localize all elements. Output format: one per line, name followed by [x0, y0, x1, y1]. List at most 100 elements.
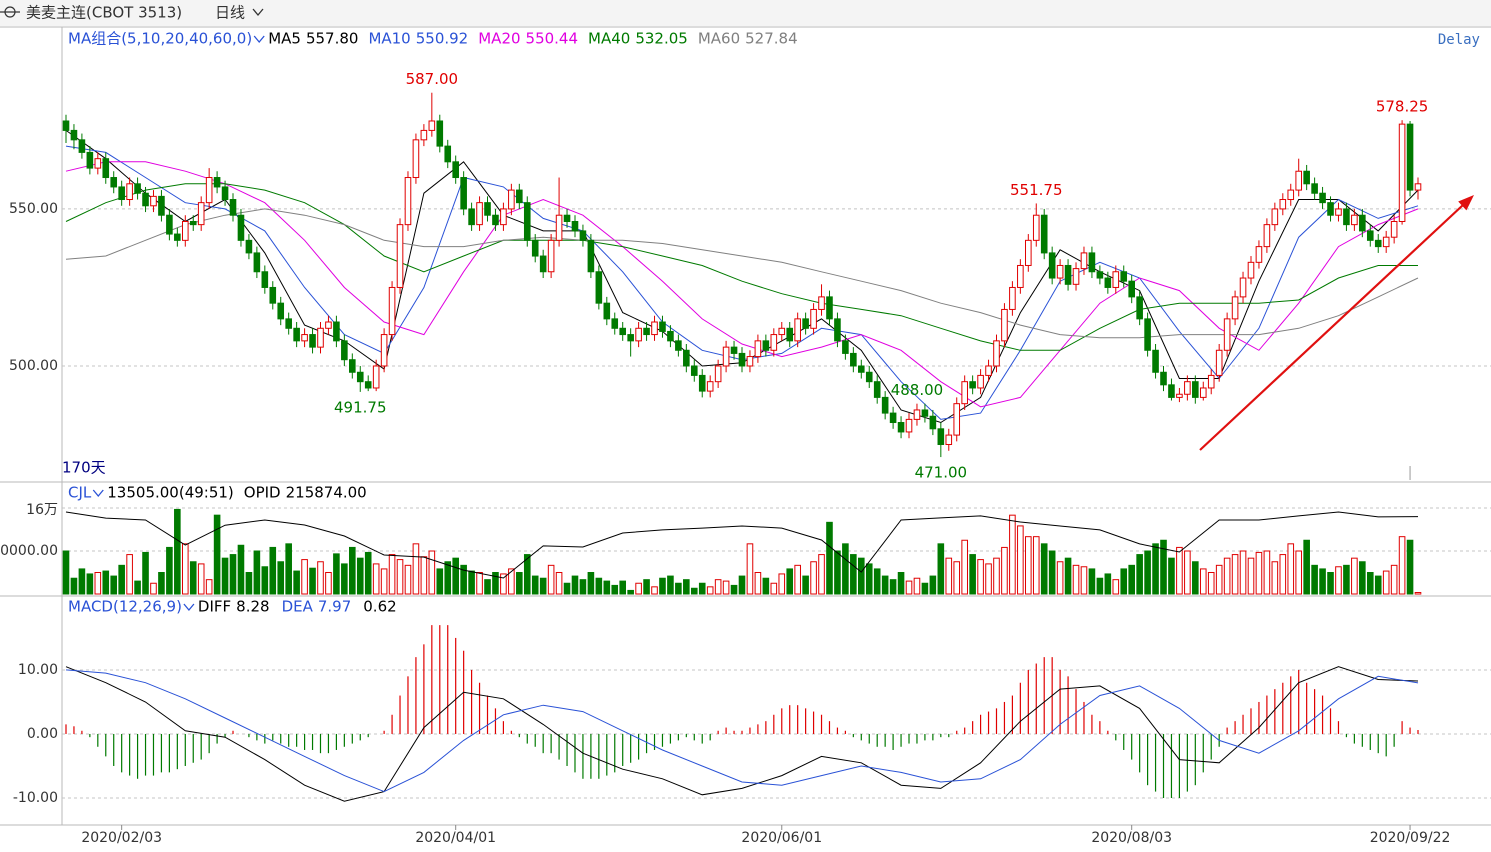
- candle-body: [1319, 192, 1326, 204]
- candle-body: [468, 208, 475, 226]
- candle-body: [651, 321, 658, 336]
- instrument-title: 美麦主连(CBOT 3513): [26, 4, 182, 22]
- volume-bar: [881, 575, 889, 595]
- volume-bar: [738, 575, 746, 595]
- candle-body: [1215, 349, 1223, 376]
- ma-line: [65, 183, 1418, 351]
- volume-bar: [166, 546, 173, 595]
- volume-bar: [1406, 539, 1414, 595]
- candle-body: [643, 327, 650, 336]
- candle-body: [1080, 252, 1088, 270]
- candle-body: [539, 255, 547, 273]
- candle-body: [317, 327, 324, 348]
- volume-bar: [412, 543, 420, 595]
- candle-body: [881, 396, 889, 414]
- volume-bar: [794, 564, 801, 595]
- candle-body: [762, 340, 770, 351]
- legend-value: 557.80: [306, 30, 359, 48]
- candle-body: [1152, 349, 1159, 373]
- candle-body: [205, 177, 213, 204]
- candle-body: [579, 230, 587, 241]
- candle-body: [1295, 170, 1303, 191]
- candle-body: [1351, 214, 1358, 226]
- collapse-icon[interactable]: [0, 6, 20, 18]
- candle-body: [985, 365, 992, 376]
- volume-bar: [428, 550, 436, 595]
- indicator-name[interactable]: MA组合(5,10,20,40,60,0): [68, 30, 252, 48]
- y-tick-label: 16万: [26, 502, 58, 518]
- dropdown-chevron[interactable]: [253, 35, 265, 44]
- candle-body: [380, 334, 388, 367]
- ma-line: [65, 208, 1419, 339]
- volume-bar: [1032, 536, 1040, 595]
- volume-bar: [325, 572, 332, 595]
- y-tick-label: 550.00: [9, 201, 58, 217]
- candle-body: [738, 352, 746, 367]
- volume-bar: [1271, 561, 1279, 595]
- volume-bar: [86, 573, 94, 595]
- legend-name: OPID: [244, 484, 281, 502]
- volume-bar: [62, 550, 70, 595]
- volume-bar: [110, 575, 118, 595]
- volume-bar: [142, 551, 149, 595]
- candle-body: [293, 327, 300, 342]
- volume-bar: [237, 544, 245, 595]
- volume-bar: [1215, 564, 1223, 595]
- candle-body: [1120, 271, 1128, 282]
- volume-bar: [189, 561, 197, 595]
- candle-body: [1287, 189, 1295, 201]
- y-tick-label: -10.00: [13, 790, 58, 806]
- volume-bar: [897, 572, 905, 595]
- legend-value: 527.84: [745, 30, 798, 48]
- candle-body: [1168, 384, 1175, 398]
- volume-bar: [1048, 550, 1056, 595]
- volume-bar: [1017, 525, 1024, 595]
- volume-bar: [1351, 557, 1358, 595]
- candle-body: [118, 186, 125, 201]
- candle-body: [158, 195, 165, 216]
- candle-body: [94, 158, 102, 169]
- volume-bar: [953, 561, 961, 595]
- candle-body: [372, 365, 380, 389]
- candle-body: [961, 381, 968, 405]
- volume-bar: [213, 514, 221, 595]
- plot-layer: 550.00 500.00 587.00 491.75 471.00 551.75 488.…: [0, 30, 1491, 846]
- indicator-name[interactable]: CJL: [68, 484, 92, 502]
- indicator-name[interactable]: MACD(12,26,9): [68, 598, 182, 616]
- candle-body: [1048, 252, 1056, 279]
- volume-bar: [460, 564, 467, 595]
- candle-body: [516, 189, 523, 204]
- candle-body: [1017, 264, 1024, 288]
- candle-body: [635, 327, 642, 342]
- candle-body: [1231, 296, 1239, 320]
- volume-bar: [905, 580, 913, 595]
- volume-bar: [1255, 551, 1263, 595]
- volume-bar: [1072, 564, 1080, 595]
- candle-body: [277, 302, 285, 320]
- extreme-label: 471.00: [915, 464, 968, 482]
- candle-body: [102, 158, 110, 179]
- volume-bar: [1343, 564, 1350, 595]
- volume-bar: [1152, 543, 1159, 595]
- candle-body: [826, 296, 833, 320]
- volume-bar: [1223, 557, 1231, 595]
- candle-body: [1184, 381, 1191, 395]
- period-chevron[interactable]: [252, 8, 264, 17]
- candle-body: [714, 365, 722, 383]
- volume-bar: [1247, 557, 1255, 595]
- dropdown-chevron[interactable]: [92, 489, 104, 498]
- period-selector[interactable]: 日线: [215, 4, 245, 22]
- volume-bar: [1136, 554, 1143, 595]
- candle-body: [174, 233, 181, 241]
- candle-body: [754, 340, 762, 358]
- volume-bar: [229, 554, 237, 595]
- volume-bar: [635, 582, 642, 595]
- volume-bar: [523, 554, 531, 595]
- dropdown-chevron[interactable]: [183, 603, 195, 612]
- volume-bar: [579, 579, 587, 595]
- candle-body: [945, 434, 953, 446]
- candle-body: [436, 120, 444, 147]
- candle-body: [1056, 264, 1064, 279]
- volume-bar: [444, 561, 452, 595]
- candle-body: [889, 412, 897, 424]
